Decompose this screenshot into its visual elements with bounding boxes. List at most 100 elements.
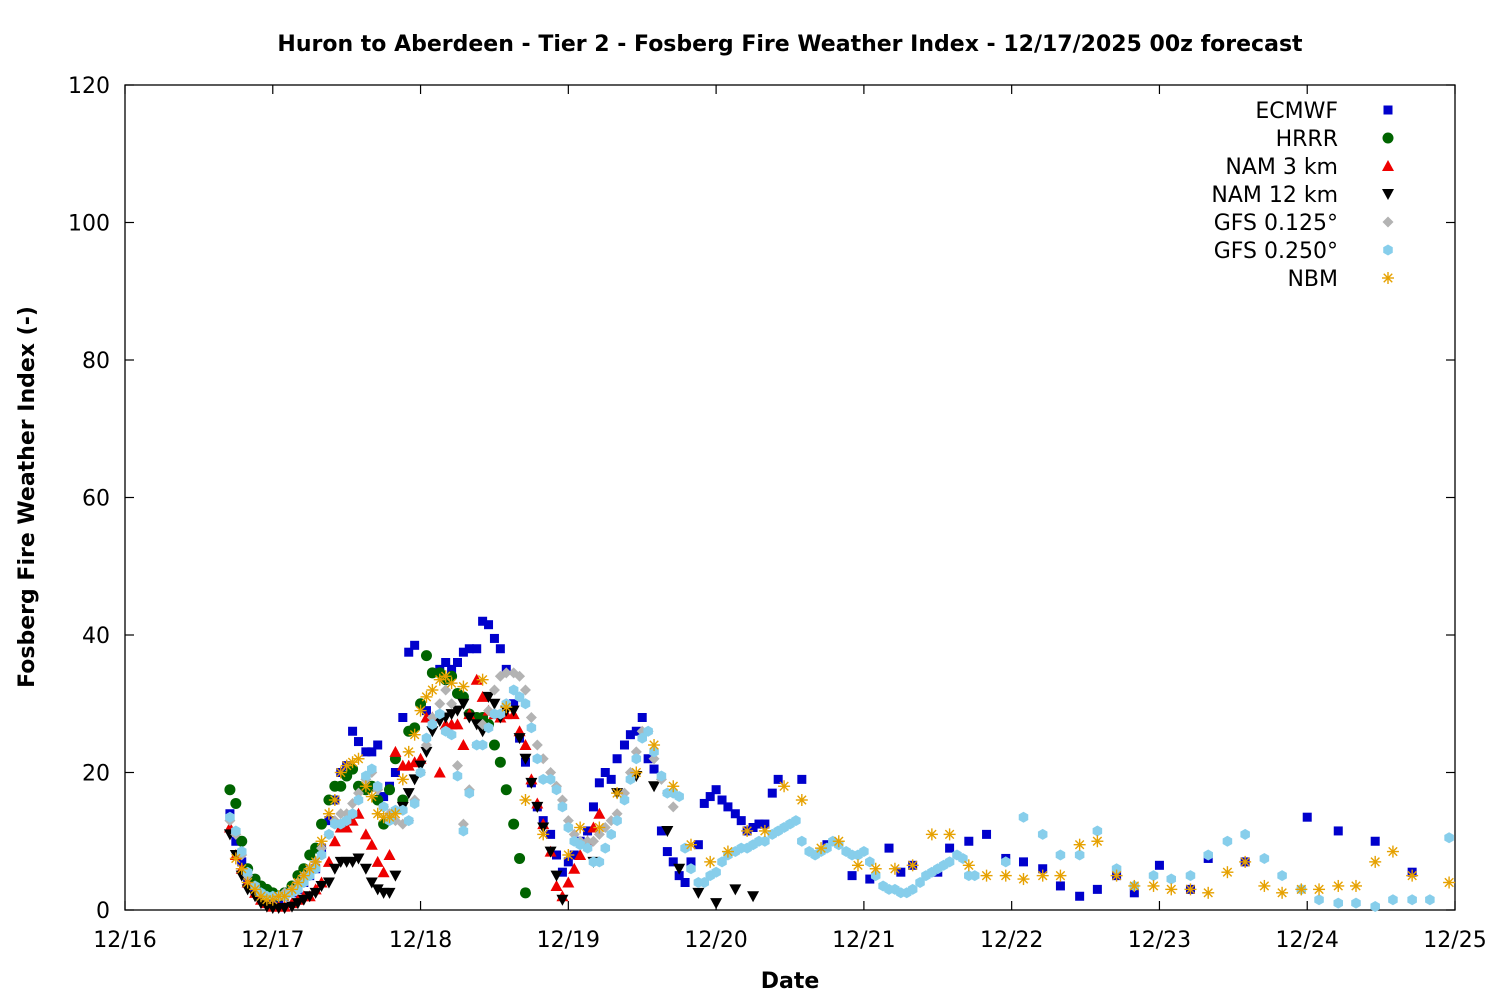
data-point: [1055, 849, 1066, 861]
data-point: [884, 843, 894, 853]
data-point: [611, 808, 623, 820]
data-point: [519, 887, 531, 899]
data-point: [464, 787, 475, 799]
data-point: [324, 828, 334, 840]
data-point: [402, 759, 415, 771]
data-point: [519, 739, 532, 750]
data-point: [408, 774, 421, 786]
data-point: [741, 824, 754, 837]
data-point: [361, 747, 371, 757]
data-point: [1276, 886, 1289, 899]
data-point: [525, 712, 537, 723]
data-point: [1259, 852, 1270, 864]
data-point: [322, 877, 335, 889]
data-point: [1240, 828, 1250, 840]
data-point: [1351, 897, 1361, 909]
data-point: [488, 698, 501, 710]
data-point: [389, 870, 402, 882]
y-axis-label: Fosberg Fire Weather Index (-): [15, 306, 40, 688]
legend-label: NAM 3 km: [1225, 155, 1338, 180]
data-point: [1406, 869, 1419, 882]
data-point: [464, 644, 474, 654]
data-point: [451, 705, 464, 717]
data-point: [600, 842, 611, 854]
x-tick-label: 12/17: [241, 928, 304, 953]
data-point: [230, 797, 242, 809]
data-point: [316, 842, 328, 854]
data-point: [1425, 894, 1435, 906]
data-point: [563, 857, 573, 867]
data-point: [1332, 879, 1345, 892]
data-point: [550, 879, 563, 891]
data-point: [888, 862, 901, 875]
data-point: [773, 774, 783, 784]
data-point: [674, 871, 684, 881]
data-point: [767, 788, 777, 798]
legend-marker: [1382, 189, 1394, 200]
data-point: [384, 784, 396, 796]
data-point: [1202, 886, 1215, 899]
data-point: [907, 883, 918, 895]
legend-marker: [1383, 105, 1393, 115]
data-point: [348, 726, 358, 736]
data-point: [309, 855, 322, 868]
data-point: [612, 754, 622, 764]
data-point: [667, 780, 680, 793]
data-point: [352, 787, 364, 799]
data-point: [315, 835, 328, 848]
data-point: [328, 863, 341, 875]
data-point: [463, 712, 476, 724]
data-point: [544, 846, 557, 858]
data-point: [1073, 838, 1086, 851]
legend-marker: [1382, 132, 1394, 144]
data-point: [414, 704, 427, 717]
legend-marker: [1382, 216, 1394, 228]
data-point: [341, 815, 352, 827]
data-point: [1092, 825, 1103, 837]
data-point: [637, 713, 647, 722]
data-point: [457, 739, 470, 750]
data-point: [531, 739, 543, 751]
data-point: [1277, 870, 1287, 882]
data-point: [1302, 812, 1312, 822]
data-point: [328, 794, 341, 806]
data-point: [478, 616, 488, 626]
data-point: [297, 894, 310, 906]
data-point: [1129, 888, 1139, 898]
data-point: [403, 815, 414, 827]
data-point: [611, 787, 624, 800]
data-point: [500, 701, 513, 714]
data-point: [684, 838, 697, 851]
data-point: [736, 816, 746, 826]
data-point: [1407, 894, 1417, 906]
data-point: [575, 839, 585, 851]
data-point: [1018, 857, 1028, 867]
data-point: [1185, 870, 1196, 882]
data-point: [582, 842, 593, 854]
legend-label: GFS 0.125°: [1214, 211, 1338, 236]
data-point: [1148, 870, 1159, 882]
legend-label: NBM: [1287, 267, 1338, 292]
data-point: [519, 753, 532, 765]
data-point: [865, 874, 875, 884]
data-series: [223, 616, 1456, 914]
data-point: [508, 684, 519, 696]
legend-marker: [1382, 272, 1394, 284]
data-point: [699, 877, 710, 888]
data-point: [379, 792, 389, 802]
data-point: [1388, 894, 1398, 906]
data-point: [421, 732, 432, 744]
chart-title: Huron to Aberdeen - Tier 2 - Fosberg Fir…: [277, 32, 1303, 57]
data-point: [482, 691, 495, 703]
data-point: [721, 845, 734, 858]
data-point: [545, 773, 556, 785]
legend-label: HRRR: [1276, 127, 1338, 152]
data-point: [797, 835, 807, 847]
y-tick-label: 60: [82, 487, 110, 512]
data-point: [495, 644, 505, 654]
data-point: [409, 797, 420, 809]
data-point: [322, 807, 335, 820]
data-point: [1017, 873, 1030, 886]
data-point: [693, 840, 703, 850]
